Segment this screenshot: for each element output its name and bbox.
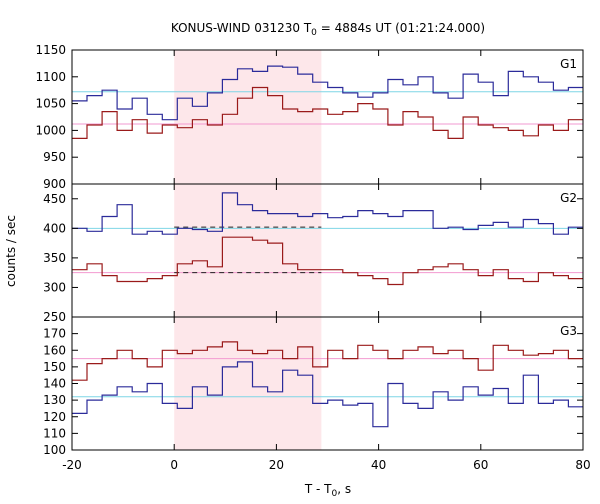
panel-label-g2: G2 [560, 191, 577, 205]
y-tick-label-g1: 1050 [35, 97, 66, 111]
x-tick-label: 80 [575, 458, 590, 472]
y-tick-label-g3: 160 [43, 343, 66, 357]
panel-frame-g1 [71, 49, 584, 185]
y-tick-label-g1: 950 [43, 150, 66, 164]
y-tick-label-g1: 900 [43, 177, 66, 191]
chart-title: KONUS-WIND 031230 T0 = 4884s UT (01:21:2… [171, 21, 485, 38]
highlight-interval-g3 [174, 317, 322, 450]
y-tick-label-g1: 1150 [35, 43, 66, 57]
y-tick-label-g3: 110 [43, 426, 66, 440]
y-tick-label-g3: 170 [43, 327, 66, 341]
series-red-g3 [72, 341, 583, 381]
x-tick-label: 40 [371, 458, 386, 472]
x-tick-label: -20 [62, 458, 82, 472]
series-red-g2 [72, 236, 583, 286]
x-tick-label: 20 [269, 458, 284, 472]
y-tick-label-g2: 250 [43, 310, 66, 324]
y-tick-label-g2: 400 [43, 221, 66, 235]
y-tick-label-g2: 450 [43, 192, 66, 206]
y-tick-label-g3: 140 [43, 377, 66, 391]
y-axis-label: counts / sec [4, 215, 18, 287]
x-tick-label: 60 [473, 458, 488, 472]
y-tick-label-g3: 100 [43, 443, 66, 457]
series-blue-g3 [72, 361, 583, 428]
highlight-interval-g2 [174, 184, 322, 317]
series-blue-g1 [72, 65, 583, 121]
y-tick-label-g1: 1000 [35, 123, 66, 137]
highlight-interval-g1 [174, 50, 322, 184]
y-tick-label-g1: 1100 [35, 70, 66, 84]
x-axis-label: T - T0, s [304, 482, 351, 499]
series-red-g1 [72, 86, 583, 139]
y-tick-label-g3: 120 [43, 410, 66, 424]
panel-frame-g2 [71, 183, 584, 318]
y-tick-label-g2: 300 [43, 280, 66, 294]
y-tick-label-g2: 350 [43, 251, 66, 265]
panel-label-g1: G1 [560, 57, 577, 71]
x-tick-label: 0 [170, 458, 178, 472]
y-tick-label-g3: 130 [43, 393, 66, 407]
panel-label-g3: G3 [560, 324, 577, 338]
y-tick-label-g3: 150 [43, 360, 66, 374]
series-blue-g2 [72, 192, 583, 235]
